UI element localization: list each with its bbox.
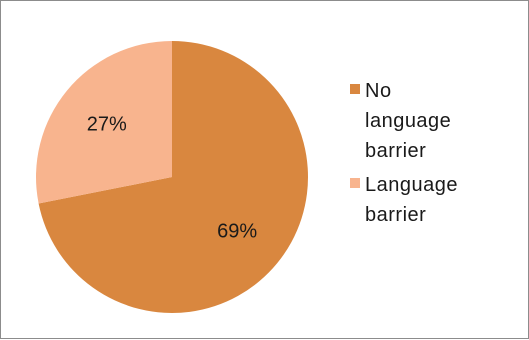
legend: No language barrier Language barrier — [350, 76, 520, 234]
slice-label-language-barrier: 27% — [87, 114, 127, 136]
legend-item-no-language-barrier: No language barrier — [350, 76, 520, 166]
pie-slice-no-language-barrier — [38, 41, 309, 313]
legend-swatch-no-language-barrier — [350, 84, 360, 94]
slice-label-no-language-barrier: 69% — [217, 220, 257, 242]
pie-slice-language-barrier — [35, 41, 172, 204]
legend-swatch-language-barrier — [350, 178, 360, 188]
legend-item-language-barrier: Language barrier — [350, 170, 520, 230]
legend-label: Language barrier — [365, 174, 458, 226]
legend-label: No language barrier — [365, 80, 452, 162]
